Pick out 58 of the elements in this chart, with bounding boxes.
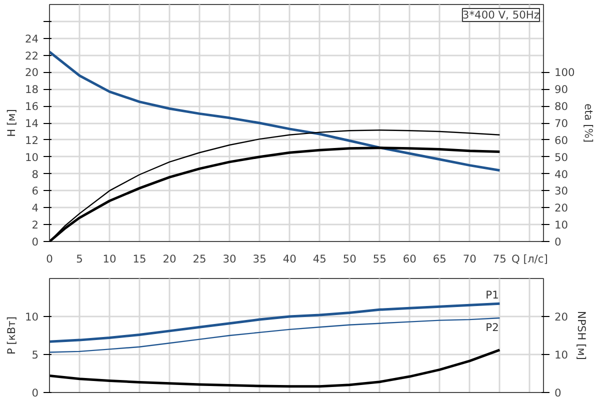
y2-tick-label: 90 [554,83,568,96]
x-tick-label: 45 [312,252,326,266]
x-tick-label: 70 [462,252,477,266]
x-tick-label: 20 [162,252,177,266]
y2-tick-label: 20 [554,202,568,215]
y2-tick-label: 70 [554,117,568,130]
y2-tick-label: 80 [554,100,568,114]
y-tick-label: 14 [24,117,39,130]
y2-tick-label: 30 [554,184,568,198]
y2-tick-label: 0 [554,236,562,248]
y-tick-label: 6 [32,184,39,198]
y2-tick-label: 10 [554,218,568,232]
y2-axis-title: NPSH [м] [575,311,588,360]
y-tick-label: 20 [24,66,39,80]
y2-tick-label: 10 [554,348,568,362]
y2-tick-label: 20 [554,310,568,324]
y-tick-label: 5 [32,348,38,362]
y-tick-label: 4 [32,202,39,215]
chart-title: 3*400 V, 50Hz [462,8,540,22]
x-tick-label: 75 [492,252,506,266]
y-tick-label: 0 [32,386,39,400]
y2-tick-label: 0 [554,386,562,400]
y-tick-label: 0 [32,236,39,248]
x-tick-label: 55 [372,252,386,266]
x-tick-label: 0 [46,252,54,266]
line-series [50,50,501,172]
series-label: P1 [486,288,499,302]
y2-tick-label: 50 [554,150,568,164]
y-tick-label: 12 [24,134,39,147]
y-tick-label: 10 [24,150,39,164]
x-tick-label: 65 [432,252,446,266]
x-tick-label: 50 [342,252,357,266]
x-tick-label: 10 [102,252,117,266]
line-series [50,348,501,388]
y-tick-label: 16 [24,100,39,114]
y-tick-label: 18 [24,83,39,96]
y-axis-title: H [м] [4,109,18,137]
series-label: P2 [486,321,499,334]
x-tick-label: 60 [402,252,417,266]
x-tick-label: 25 [192,252,206,266]
y2-axis-title: eta [%] [582,103,595,143]
y2-tick-label: 40 [554,168,568,181]
y-tick-label: 22 [24,49,39,62]
y2-tick-label: 60 [554,134,568,147]
y-tick-label: 8 [32,168,39,181]
x-tick-label: 40 [282,252,297,266]
y-axis-title: P [кВт] [4,316,18,355]
x-tick-label: 5 [76,252,83,266]
line-series [50,317,500,353]
y-tick-label: 2 [32,218,38,232]
y-tick-label: 10 [24,310,39,324]
y-tick-label: 24 [24,32,39,46]
x-tick-label: 15 [132,252,146,266]
line-series [50,302,501,343]
x-tick-label: 35 [252,252,266,266]
x-tick-label: 30 [222,252,237,266]
y2-tick-label: 100 [554,66,576,80]
x-axis-title: Q [л/с] [512,252,548,266]
